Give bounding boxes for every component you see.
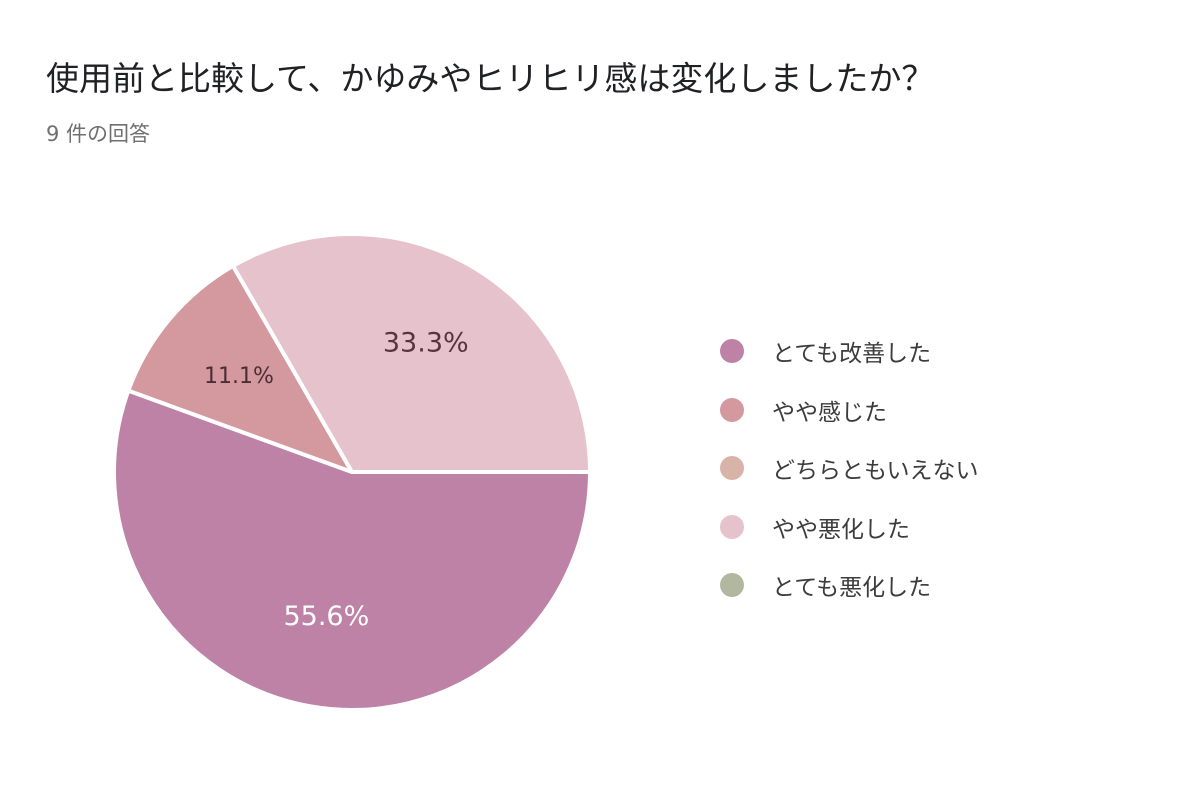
legend-swatch xyxy=(720,514,744,539)
chart-title: 使用前と比較して、かゆみやヒリヒリ感は変化しましたか？ xyxy=(46,59,935,98)
legend-item-much-worse[interactable]: とても悪化した xyxy=(720,556,979,615)
legend-item-neutral[interactable]: どちらともいえない xyxy=(720,439,979,498)
legend-swatch xyxy=(720,397,744,422)
legend-item-slightly-worse[interactable]: やや悪化した xyxy=(720,498,979,557)
legend-item-slightly-felt[interactable]: やや感じた xyxy=(720,381,979,440)
slice-label-greatly-improved: 55.6% xyxy=(283,601,369,632)
legend-swatch xyxy=(720,456,744,481)
response-count: 9 件の回答 xyxy=(46,122,151,146)
pie-slice-slightly-felt[interactable] xyxy=(126,263,354,474)
chart-legend: とても改善した やや感じたどちらともいえない やや悪化した とても悪化した xyxy=(720,322,979,615)
legend-label: どちらともいえない xyxy=(772,458,979,485)
legend-swatch xyxy=(720,339,744,364)
legend-item-greatly-improved[interactable]: とても改善した xyxy=(720,322,979,381)
pie-slice-greatly-improved[interactable] xyxy=(112,388,592,712)
pie-slice-slightly-worse[interactable] xyxy=(231,232,592,474)
legend-label: やや感じた xyxy=(772,399,887,426)
slice-label-slightly-felt: 11.1% xyxy=(204,364,274,389)
legend-label: とても改善した xyxy=(772,341,932,368)
legend-label: とても悪化した xyxy=(772,575,932,602)
legend-swatch xyxy=(720,573,744,598)
slice-label-slightly-worse: 33.3% xyxy=(383,328,469,359)
legend-label: やや悪化した xyxy=(772,516,910,543)
